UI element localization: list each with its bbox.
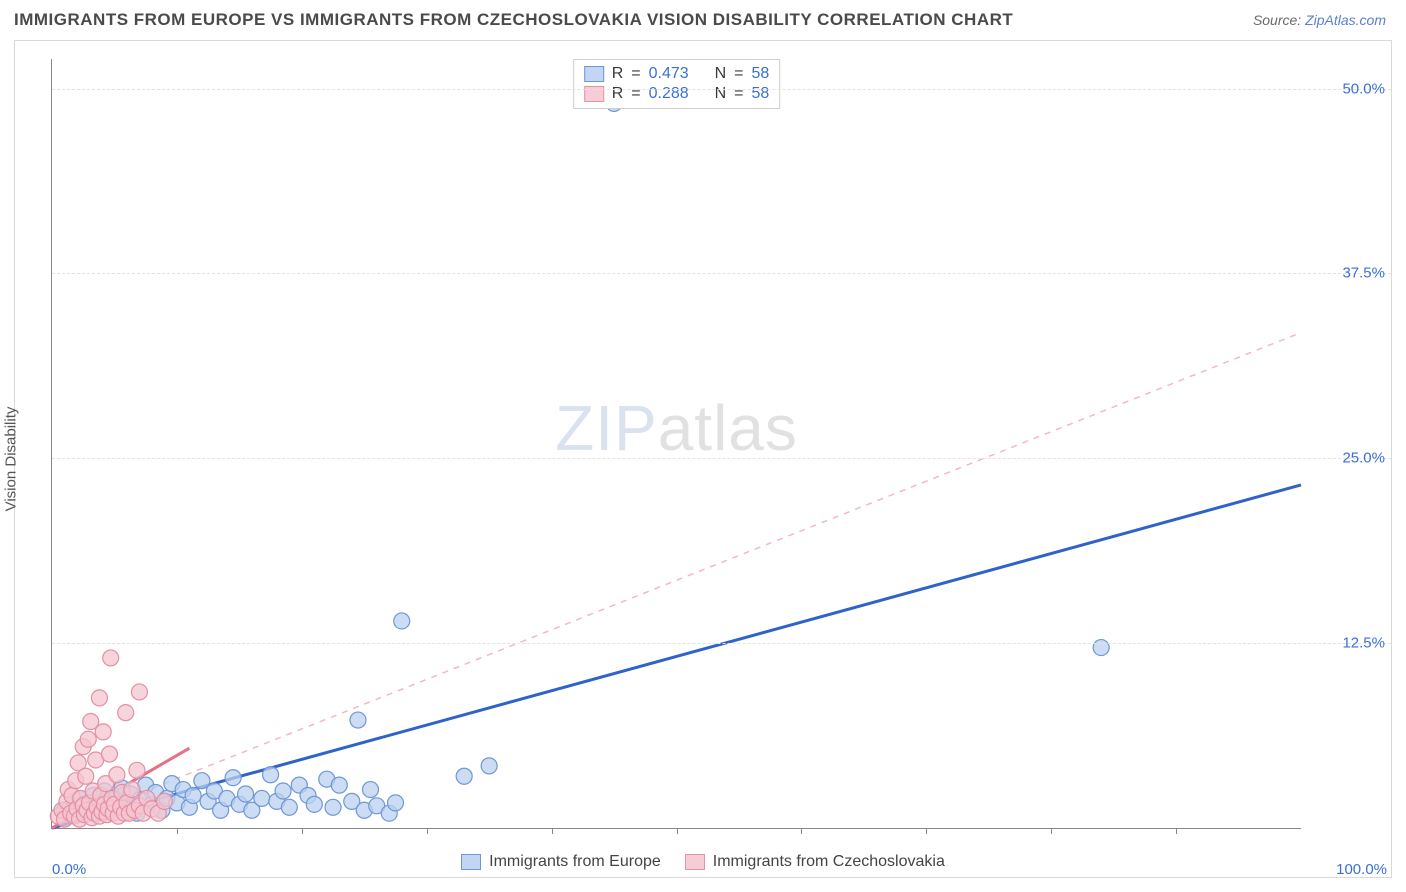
gridline: [52, 458, 1391, 459]
legend-swatch: [461, 854, 481, 870]
x-tick: [177, 828, 178, 834]
y-axis-label: Vision Disability: [3, 407, 20, 512]
x-tick: [427, 828, 428, 834]
x-tick: [677, 828, 678, 834]
series-label: Immigrants from Czechoslovakia: [713, 853, 945, 871]
y-tick-label: 25.0%: [1342, 450, 1385, 467]
x-tick: [552, 828, 553, 834]
correlation-legend: R=0.473N=58R=0.288N=58: [573, 59, 781, 109]
x-tick: [302, 828, 303, 834]
chart-title: IMMIGRANTS FROM EUROPE VS IMMIGRANTS FRO…: [14, 10, 1013, 30]
x-tick: [1051, 828, 1052, 834]
legend-row: R=0.473N=58: [584, 64, 770, 84]
gridline: [52, 643, 1391, 644]
x-tick: [801, 828, 802, 834]
y-tick-label: 12.5%: [1342, 635, 1385, 652]
y-tick-label: 50.0%: [1342, 80, 1385, 97]
series-legend: Immigrants from Europe Immigrants from Cz…: [15, 853, 1391, 871]
series-label: Immigrants from Europe: [489, 853, 661, 871]
series-legend-item: Immigrants from Czechoslovakia: [685, 853, 945, 871]
gridline: [52, 273, 1391, 274]
chart-container: Vision Disability ZIPatlas R=0.473N=58R=…: [14, 40, 1392, 878]
source-attribution: Source: ZipAtlas.com: [1253, 12, 1386, 28]
legend-row: R=0.288N=58: [584, 84, 770, 104]
x-tick: [1176, 828, 1177, 834]
legend-swatch: [584, 66, 604, 82]
series-legend-item: Immigrants from Europe: [461, 853, 661, 871]
legend-swatch: [685, 854, 705, 870]
y-tick-label: 37.5%: [1342, 265, 1385, 282]
plot-area: ZIPatlas R=0.473N=58R=0.288N=58 12.5%25.…: [51, 59, 1301, 829]
gridline: [52, 89, 1391, 90]
source-link[interactable]: ZipAtlas.com: [1305, 12, 1386, 28]
x-tick: [926, 828, 927, 834]
